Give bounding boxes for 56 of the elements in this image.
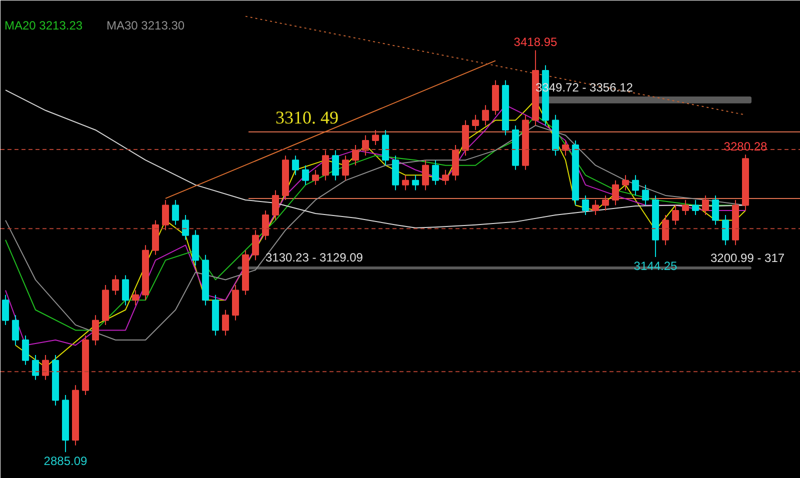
candlestick — [162, 199, 169, 231]
candlestick — [122, 274, 129, 306]
candlestick — [412, 174, 419, 191]
candlestick — [642, 184, 649, 206]
candlestick — [702, 194, 709, 216]
candlestick — [292, 155, 299, 176]
candlestick — [482, 104, 489, 126]
candlestick — [322, 150, 329, 181]
candlestick — [222, 309, 229, 336]
candlestick — [2, 294, 9, 326]
band-label: 3130.23 - 3129.09 — [266, 250, 364, 265]
candlestick — [262, 210, 269, 240]
text: MA30 3213.30 — [106, 18, 185, 32]
candlestick — [442, 169, 449, 186]
candlestick — [672, 204, 679, 226]
candlestick — [22, 334, 29, 366]
candlestick — [172, 199, 179, 226]
candlestick — [622, 174, 629, 191]
candlestick — [302, 164, 309, 186]
candlestick — [332, 150, 339, 181]
candlestick — [272, 190, 279, 221]
candlestick — [402, 174, 409, 191]
candlestick — [132, 290, 139, 306]
candlestick — [32, 354, 39, 380]
candlestick — [342, 155, 349, 181]
annotation: 2885.09 — [44, 454, 88, 468]
candlestick — [252, 230, 259, 261]
candlestick — [372, 129, 379, 146]
candlestick — [592, 199, 599, 216]
annotation: 3144.25 — [634, 259, 678, 273]
candlestick — [632, 174, 639, 196]
ref-line-label: 3310. 49 — [276, 107, 338, 128]
candlestick — [92, 314, 99, 346]
candlestick — [12, 314, 19, 346]
candlestick — [422, 160, 429, 191]
candlestick — [112, 274, 119, 296]
candlestick — [352, 144, 359, 166]
candlestick — [562, 140, 569, 156]
text: MA20 3213.23 — [4, 18, 83, 32]
candlestick — [432, 160, 439, 186]
candlestick — [692, 199, 699, 216]
candlestick — [712, 194, 719, 226]
annotation: 3200.99 - 317 — [710, 251, 785, 266]
candlestick — [42, 354, 49, 380]
candlestick — [602, 194, 609, 212]
candlestick — [682, 199, 689, 216]
candlestick — [662, 214, 669, 246]
candlestick — [362, 134, 369, 156]
candlestick — [312, 169, 319, 186]
annotation: 3280.28 — [724, 140, 768, 154]
candlestick — [582, 194, 589, 216]
candlestick — [722, 214, 729, 246]
annotation: 3418.95 — [514, 35, 558, 50]
candlestick — [182, 214, 189, 240]
candlestick — [612, 180, 619, 206]
candlestick — [472, 114, 479, 130]
